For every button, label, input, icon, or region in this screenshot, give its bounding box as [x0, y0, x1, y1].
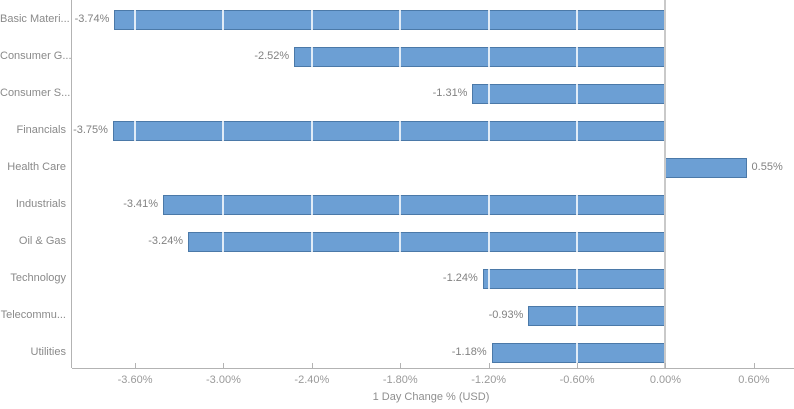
- value-label: -2.52%: [254, 50, 290, 62]
- x-tick-label: 0.60%: [738, 374, 770, 386]
- bar[interactable]: [188, 232, 666, 252]
- bar[interactable]: [294, 47, 666, 67]
- category-label: Financials: [16, 124, 66, 136]
- value-label: -0.93%: [488, 309, 524, 321]
- x-tick-label: -2.40%: [294, 374, 330, 386]
- category-label: Consumer G...: [0, 50, 72, 62]
- x-tick-label: -3.60%: [117, 374, 153, 386]
- bar[interactable]: [163, 195, 666, 215]
- x-tick-label: -3.00%: [206, 374, 241, 386]
- value-label: -1.31%: [432, 87, 468, 99]
- gridline: [752, 0, 755, 368]
- value-label: -3.24%: [148, 235, 184, 247]
- bar[interactable]: [528, 306, 666, 326]
- gridline: [134, 0, 137, 368]
- value-label: -3.74%: [74, 13, 110, 25]
- value-label: -1.24%: [442, 272, 478, 284]
- category-label: Oil & Gas: [18, 235, 66, 247]
- bar[interactable]: [472, 84, 666, 104]
- bar[interactable]: [491, 343, 666, 363]
- bar[interactable]: [482, 269, 666, 289]
- value-label: -1.18%: [451, 346, 487, 358]
- x-axis-line: [72, 368, 794, 369]
- bar[interactable]: [114, 10, 666, 30]
- x-tick-label: -0.60%: [559, 374, 595, 386]
- x-tick-label: 0.00%: [649, 374, 682, 386]
- value-label: -3.41%: [123, 198, 159, 210]
- category-label: Utilities: [30, 346, 66, 358]
- category-label: Technology: [10, 272, 66, 284]
- y-axis-line: [71, 0, 72, 368]
- x-tick-label: -1.80%: [382, 374, 418, 386]
- category-label: Basic Materi...: [0, 13, 70, 25]
- value-label: -3.75%: [73, 124, 108, 136]
- value-label: 0.55%: [751, 161, 783, 173]
- category-label: Telecommu...: [0, 309, 66, 321]
- bar[interactable]: [112, 121, 666, 141]
- category-label: Health Care: [7, 161, 66, 173]
- x-axis-title: 1 Day Change % (USD): [372, 391, 490, 403]
- bar[interactable]: [665, 158, 747, 178]
- category-label: Industrials: [15, 198, 66, 210]
- category-label: Consumer S...: [0, 87, 71, 99]
- x-tick-label: -1.20%: [471, 374, 507, 386]
